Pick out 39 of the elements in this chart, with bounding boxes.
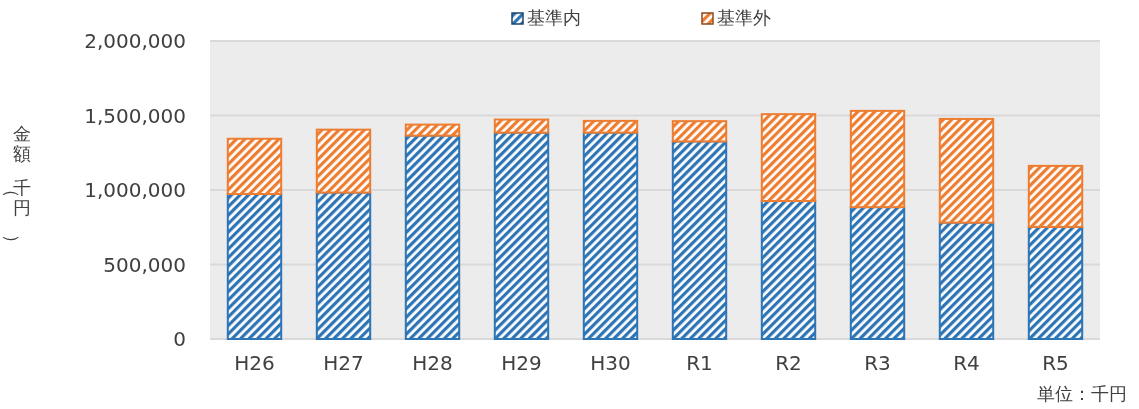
- bar: [1027, 225, 1084, 340]
- x-tick-label: H30: [590, 351, 631, 375]
- y-tick-label: 1,500,000: [84, 103, 186, 128]
- bar: [493, 131, 550, 340]
- bar: [1027, 164, 1084, 228]
- bar: [493, 118, 550, 134]
- bar: [849, 206, 906, 340]
- x-tick-label: R3: [864, 351, 891, 375]
- x-tick-label: R4: [953, 351, 980, 375]
- x-tick-label: H29: [501, 351, 542, 375]
- bar: [315, 191, 372, 340]
- x-tick-label: H28: [412, 351, 453, 375]
- bar: [938, 221, 995, 340]
- bar: [582, 131, 639, 340]
- y-tick-label: 1,000,000: [84, 178, 186, 202]
- x-tick-label: R2: [775, 351, 802, 375]
- bar: [760, 113, 817, 203]
- bar: [582, 119, 639, 134]
- bar: [671, 140, 728, 340]
- y-tick-label: 2,000,000: [84, 29, 186, 53]
- legend-label: 基準内: [527, 7, 581, 28]
- bar: [226, 193, 283, 340]
- x-tick-label: H27: [323, 351, 364, 375]
- y-tick-label: 0: [173, 327, 186, 351]
- bar: [760, 200, 817, 340]
- bar: [404, 134, 461, 340]
- y-tick-label: 500,000: [103, 252, 186, 277]
- bar: [938, 117, 995, 224]
- bar: [226, 137, 283, 196]
- y-axis-title: 金額（千円）: [2, 123, 31, 252]
- bar: [849, 109, 906, 209]
- legend-label: 基準外: [717, 7, 771, 28]
- bar: [404, 123, 461, 137]
- x-tick-label: H26: [234, 351, 275, 375]
- x-tick-label: R5: [1042, 351, 1069, 375]
- x-tick-label: R1: [686, 351, 713, 375]
- bar: [671, 120, 728, 143]
- bar: [315, 128, 372, 194]
- text: 単位：千円: [1037, 383, 1127, 404]
